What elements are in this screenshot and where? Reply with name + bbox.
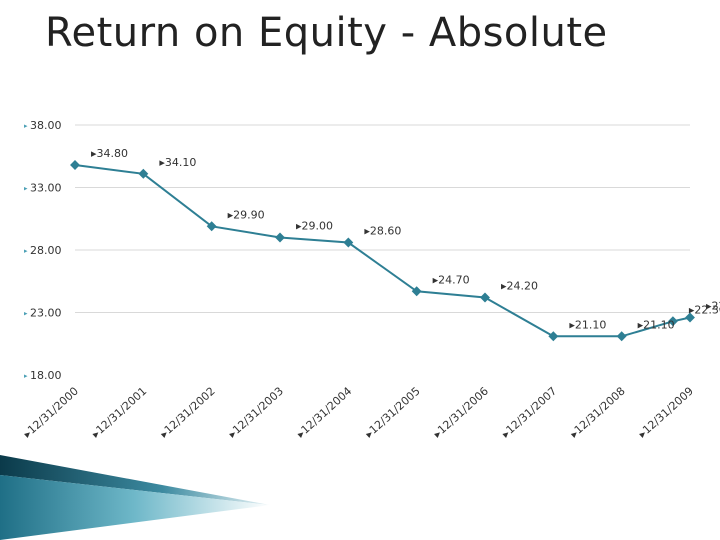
x-tick-text: ▸12/31/2002 [158,385,218,441]
x-tick-label: ▸12/31/2002 [158,385,218,441]
data-point-marker [343,237,354,248]
y-tick-label: 28.00 [30,244,62,257]
data-point-label: ▸29.00 [296,220,333,233]
data-point-marker [138,168,149,179]
data-point-marker [616,331,627,342]
data-point-label: ▸24.20 [501,280,538,293]
x-tick-text: ▸12/31/2003 [226,385,286,441]
x-axis-ticks: ▸12/31/2000 ▸12/31/2001 ▸12/31/2002 ▸12/31/… [21,385,696,441]
data-point-label: ▸22.60 [706,300,720,313]
x-tick-label: ▸12/31/2009 [636,385,696,441]
data-point-marker [411,286,422,297]
bullet-icon: ▸ [24,310,28,318]
x-tick-text: ▸12/31/2007 [499,385,559,441]
x-tick-text: ▸12/31/2008 [568,385,628,441]
data-markers [70,160,695,342]
x-tick-text: ▸12/31/2001 [89,385,149,441]
y-tick-label: 33.00 [30,182,62,195]
y-tick-label: 18.00 [30,369,62,382]
decorative-wedge [0,455,270,540]
data-point-label: ▸21.10 [638,318,675,331]
data-point-label: ▸28.60 [364,225,401,238]
bullet-icon: ▸ [24,185,28,193]
data-point-label: ▸21.10 [569,318,606,331]
grid-lines [75,124,690,313]
data-point-label: ▸29.90 [228,208,265,221]
x-tick-label: ▸12/31/2000 [21,385,81,441]
bullet-icon: ▸ [24,247,28,255]
x-tick-label: ▸12/31/2005 [363,385,423,441]
bullet-icon: ▸ [24,122,28,130]
data-point-label: ▸22.30 [689,303,720,316]
x-tick-label: ▸12/31/2004 [294,385,354,441]
data-point-marker [480,292,490,303]
data-point-label: ▸24.70 [433,273,470,286]
data-labels: ▸34.80 ▸34.10 ▸29.90 ▸29.00 ▸28.60 ▸24.70 ▸24.… [91,147,720,331]
y-axis-ticks: 18.00▸23.00▸28.00▸33.00▸38.00▸ [24,119,62,382]
x-tick-label: ▸12/31/2007 [499,385,559,441]
data-point-marker [685,312,695,323]
y-tick-label: 38.00 [30,119,62,132]
x-tick-text: ▸12/31/2005 [363,385,423,441]
x-tick-label: ▸12/31/2008 [568,385,628,441]
data-point-marker [70,160,80,170]
data-point-marker [667,316,678,327]
x-tick-text: ▸12/31/2004 [294,385,354,441]
x-tick-text: ▸12/31/2006 [431,385,491,441]
x-tick-text: ▸12/31/2000 [21,385,81,441]
data-point-marker [206,221,217,232]
x-tick-label: ▸12/31/2001 [89,385,149,441]
bullet-icon: ▸ [24,372,28,380]
data-point-label: ▸34.80 [91,147,128,160]
series-line [74,164,691,338]
data-point-label: ▸34.10 [159,156,196,169]
x-tick-label: ▸12/31/2003 [226,385,286,441]
x-tick-text: ▸12/31/2009 [636,385,696,441]
y-tick-label: 23.00 [30,307,62,320]
data-point-marker [548,331,559,342]
x-tick-label: ▸12/31/2006 [431,385,491,441]
chart-title: Return on Equity - Absolute [45,10,608,56]
data-point-marker [275,232,285,243]
